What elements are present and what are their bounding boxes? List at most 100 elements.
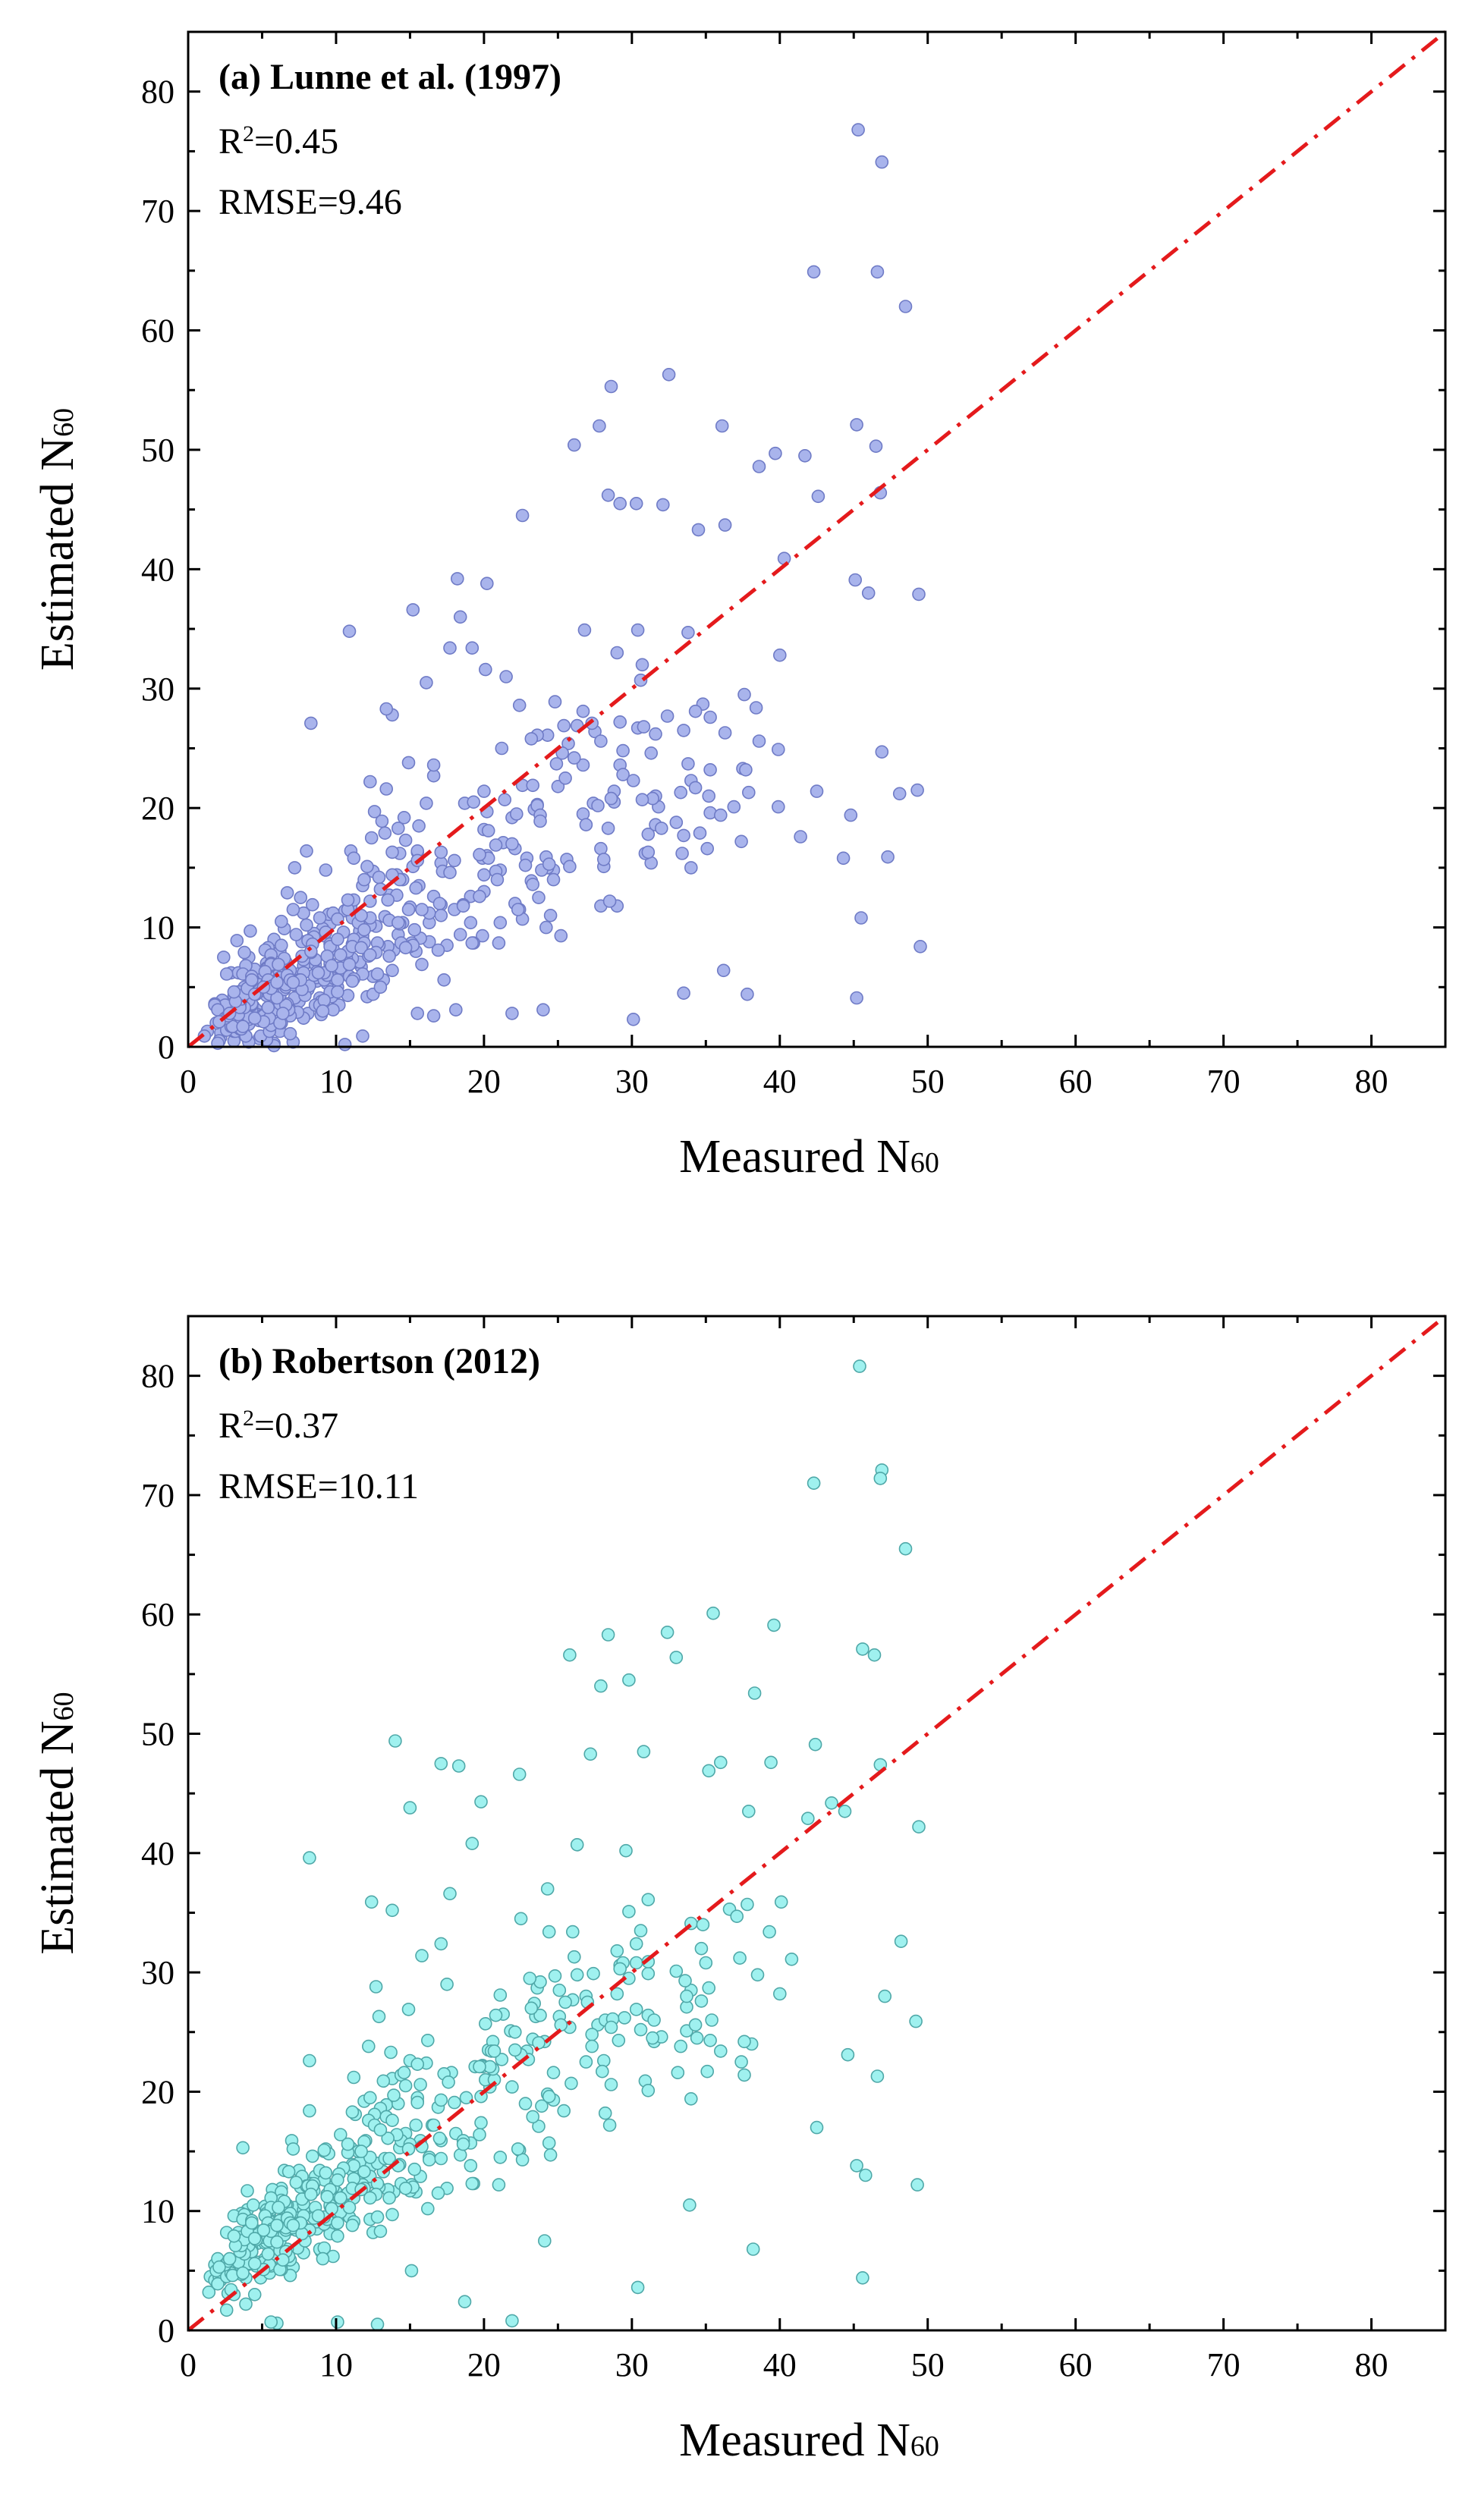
data-point: [629, 2003, 643, 2016]
data-point: [410, 2095, 425, 2110]
data-point: [237, 945, 251, 960]
data-point: [508, 2025, 522, 2039]
data-point: [303, 2104, 316, 2118]
data-point: [443, 641, 457, 655]
data-point: [373, 2123, 388, 2137]
data-point: [811, 489, 825, 504]
data-point: [453, 928, 467, 941]
x-tick-label: 40: [763, 1063, 797, 1100]
x-tick-label: 20: [467, 1063, 501, 1100]
data-point: [303, 944, 318, 958]
x-tick-label: 70: [1207, 1063, 1241, 1100]
data-point: [505, 2314, 519, 2328]
tick-marks-b: [187, 1315, 1447, 2332]
data-point: [272, 2201, 285, 2214]
data-point: [881, 850, 895, 864]
data-point: [693, 826, 707, 840]
data-point: [718, 726, 732, 740]
data-point: [674, 2039, 688, 2053]
y-tick-label: 10: [141, 910, 175, 947]
data-point: [364, 831, 379, 845]
data-point: [526, 878, 540, 891]
data-point: [557, 718, 571, 733]
data-point: [654, 822, 668, 835]
data-point: [286, 2142, 300, 2156]
data-point: [492, 2178, 506, 2192]
data-point: [227, 985, 241, 999]
data-point: [382, 2151, 396, 2166]
data-point: [385, 2113, 399, 2127]
data-point: [474, 2116, 488, 2130]
scatter-points-b: [202, 1359, 926, 2331]
data-point: [733, 1951, 747, 1965]
data-point: [281, 2165, 296, 2179]
plot-frame-a: [187, 30, 1447, 1048]
data-point: [280, 886, 294, 900]
data-point: [515, 508, 530, 523]
y-tick-label: 20: [141, 790, 175, 827]
data-point: [752, 460, 766, 473]
data-point: [596, 853, 611, 866]
data-point: [537, 2234, 552, 2248]
data-point: [431, 943, 445, 957]
data-point: [595, 2064, 609, 2079]
data-point: [410, 2057, 425, 2071]
data-point: [739, 762, 753, 777]
data-point: [478, 662, 492, 677]
data-point: [311, 966, 325, 980]
data-point: [422, 2153, 436, 2167]
data-point: [236, 2266, 250, 2280]
data-point: [594, 1679, 608, 1693]
data-point: [540, 1882, 555, 1896]
y-tick-label: 0: [158, 2312, 175, 2349]
data-point: [305, 897, 319, 912]
data-point: [341, 2137, 355, 2151]
data-point: [591, 799, 605, 812]
tick-labels-a: 0 10 20 30 40 50 60 70 80 0 10 20 30 40 50 60 70 80: [141, 74, 1388, 1100]
data-point: [477, 784, 491, 798]
data-point: [641, 828, 656, 841]
data-point: [749, 701, 763, 715]
x-axis-title-b: Measured N60: [679, 2415, 939, 2466]
data-point: [612, 2034, 626, 2047]
data-point: [567, 438, 581, 452]
data-point: [331, 2216, 344, 2230]
x-tick-label: 40: [763, 2346, 797, 2383]
data-point: [465, 936, 480, 950]
y-tick-label: 60: [141, 1596, 175, 1633]
data-point: [490, 872, 505, 887]
data-point: [347, 851, 361, 866]
data-point: [635, 658, 649, 672]
data-point: [459, 2091, 473, 2105]
data-point: [311, 2209, 325, 2223]
data-point: [747, 1686, 762, 1700]
data-point: [437, 973, 451, 987]
data-point: [671, 2066, 685, 2079]
data-point: [467, 795, 481, 809]
data-point: [772, 800, 785, 814]
data-point: [202, 2285, 216, 2299]
data-point: [656, 498, 670, 512]
data-point: [325, 959, 338, 972]
data-point: [247, 2232, 262, 2245]
data-point: [678, 1974, 692, 1987]
x-tick-label: 0: [180, 2346, 197, 2383]
data-point: [798, 448, 812, 463]
data-point: [810, 784, 824, 798]
data-point: [838, 1805, 852, 1818]
data-point: [274, 914, 288, 929]
data-point: [554, 929, 568, 943]
data-point: [357, 2165, 371, 2179]
data-point: [338, 1038, 352, 1051]
data-point: [718, 518, 732, 532]
data-point: [752, 734, 766, 748]
data-point: [363, 948, 377, 962]
data-point: [480, 577, 494, 591]
data-point: [669, 815, 684, 829]
data-point: [801, 1811, 815, 1825]
data-point: [465, 2176, 480, 2191]
data-point: [737, 2035, 751, 2049]
data-point: [746, 2242, 760, 2256]
data-point: [414, 2078, 427, 2091]
data-point: [715, 419, 729, 433]
